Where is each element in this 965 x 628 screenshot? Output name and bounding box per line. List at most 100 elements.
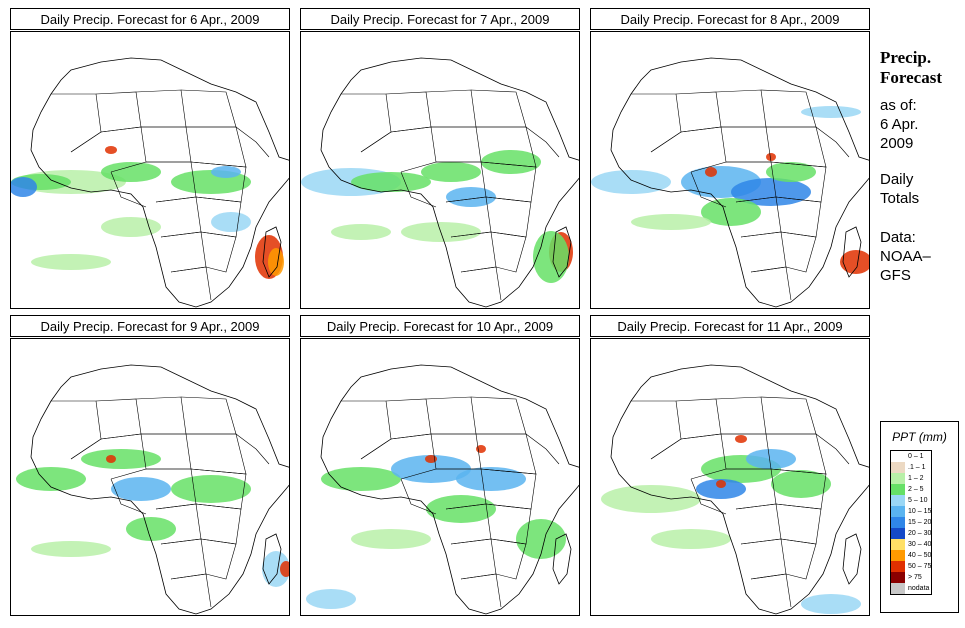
country-border xyxy=(160,231,207,273)
precip-area xyxy=(171,475,251,503)
legend-swatch xyxy=(891,572,905,583)
legend-item: 30 – 40 xyxy=(891,539,931,550)
country-border xyxy=(735,503,782,545)
map-canvas xyxy=(591,57,869,308)
precip-area xyxy=(481,150,541,174)
precip-area xyxy=(211,166,241,178)
madagascar-outline xyxy=(552,533,572,585)
precip-area xyxy=(801,594,861,614)
legend-label: 40 – 50 xyxy=(908,552,932,559)
legend-title: PPT (mm) xyxy=(892,430,947,444)
legend-swatch xyxy=(891,495,905,506)
country-border xyxy=(180,396,237,435)
precip-area xyxy=(766,162,816,182)
precip-area xyxy=(533,231,569,283)
legend-label: > 75 xyxy=(908,574,922,581)
madagascar-outline xyxy=(262,533,282,585)
precip-area xyxy=(351,172,431,192)
precip-area xyxy=(716,480,726,488)
precip-map-5 xyxy=(300,338,580,616)
legend-swatch xyxy=(891,506,905,517)
precip-area xyxy=(631,214,711,230)
legend-item: .1 – 1 xyxy=(891,462,931,473)
country-border xyxy=(715,396,767,435)
country-border xyxy=(815,126,850,158)
legend-label: nodata xyxy=(908,585,930,592)
continent-outline xyxy=(320,57,579,308)
legend-item: 10 – 15 xyxy=(891,506,931,517)
precip-area xyxy=(421,162,481,182)
country-border xyxy=(780,538,817,580)
precip-area xyxy=(801,106,861,118)
legend-item: 20 – 30 xyxy=(891,528,931,539)
legend-swatch xyxy=(891,583,905,594)
country-border xyxy=(235,126,270,158)
country-border xyxy=(180,89,237,128)
country-border xyxy=(775,503,822,545)
country-border xyxy=(450,538,497,580)
map-canvas xyxy=(306,364,579,615)
legend-items: 0 – 1 .1 – 1 1 – 2 2 – 5 5 – 10 10 – 15 15 – 2… xyxy=(890,450,933,595)
precip-map-1 xyxy=(10,31,290,309)
country-border xyxy=(780,231,817,273)
legend-item: 5 – 10 xyxy=(891,495,931,506)
precip-area xyxy=(446,187,496,207)
country-border xyxy=(400,478,437,515)
country-border xyxy=(721,126,772,163)
legend-swatch xyxy=(891,473,905,484)
sidebar-as-of: as of: xyxy=(880,97,917,114)
country-border xyxy=(715,89,767,128)
country-border xyxy=(110,478,147,515)
panel-title-1: Daily Precip. Forecast for 6 Apr., 2009 xyxy=(10,8,290,30)
precip-area xyxy=(331,224,391,240)
precip-area xyxy=(771,470,831,498)
country-border xyxy=(135,396,187,435)
country-border xyxy=(135,89,187,128)
sidebar-date: 6 Apr. xyxy=(880,116,919,133)
madagascar-outline xyxy=(842,533,862,585)
country-border xyxy=(740,538,787,580)
legend-item: 2 – 5 xyxy=(891,484,931,495)
legend-label: 50 – 75 xyxy=(908,563,932,570)
legend-swatch xyxy=(891,451,905,462)
precip-area xyxy=(106,455,116,463)
precip-area xyxy=(705,167,717,177)
country-border xyxy=(51,93,102,153)
precip-area xyxy=(126,517,176,541)
legend-label: 1 – 2 xyxy=(908,475,924,482)
legend-label: 10 – 15 xyxy=(908,508,932,515)
country-border xyxy=(425,396,477,435)
country-border xyxy=(460,266,502,301)
precip-area xyxy=(280,561,289,577)
country-border xyxy=(95,91,142,133)
country-border xyxy=(470,89,527,128)
legend-swatch xyxy=(891,517,905,528)
precip-area xyxy=(426,495,496,523)
country-border xyxy=(200,231,237,273)
precip-area xyxy=(81,449,161,469)
legend-swatch xyxy=(891,528,905,539)
precip-area xyxy=(746,449,796,469)
precip-map-6 xyxy=(590,338,870,616)
precip-area xyxy=(696,479,746,499)
country-border xyxy=(760,396,817,435)
precip-area xyxy=(11,177,37,197)
country-border xyxy=(400,171,437,208)
country-border xyxy=(170,266,212,301)
country-border xyxy=(485,196,532,238)
country-border xyxy=(815,433,850,465)
precip-area xyxy=(31,254,111,270)
country-border xyxy=(750,266,792,301)
precip-area xyxy=(101,217,161,237)
country-border xyxy=(195,503,242,545)
country-border xyxy=(690,478,727,515)
precip-area xyxy=(735,435,747,443)
country-border xyxy=(675,398,722,440)
country-border xyxy=(650,433,727,480)
precip-area xyxy=(306,589,356,609)
madagascar-outline xyxy=(842,226,862,278)
map-canvas xyxy=(601,364,869,615)
sidebar-data-source-1: NOAA– xyxy=(880,248,931,265)
country-border xyxy=(385,91,432,133)
madagascar-outline xyxy=(262,226,282,278)
